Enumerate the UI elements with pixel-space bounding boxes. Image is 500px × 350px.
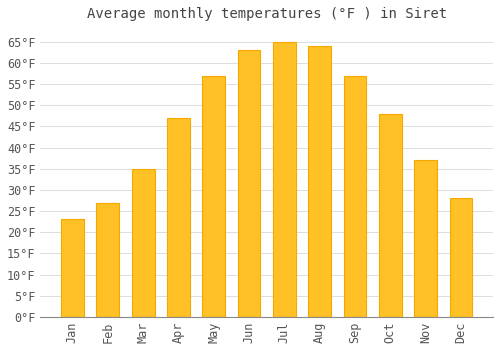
Bar bbox=[167, 118, 190, 317]
Bar bbox=[273, 42, 296, 317]
Bar bbox=[238, 50, 260, 317]
Bar bbox=[308, 46, 331, 317]
Bar bbox=[379, 114, 402, 317]
Bar bbox=[202, 76, 225, 317]
Title: Average monthly temperatures (°F ) in Siret: Average monthly temperatures (°F ) in Si… bbox=[86, 7, 446, 21]
Bar bbox=[414, 160, 437, 317]
Bar bbox=[96, 203, 119, 317]
Bar bbox=[450, 198, 472, 317]
Bar bbox=[61, 219, 84, 317]
Bar bbox=[344, 76, 366, 317]
Bar bbox=[132, 169, 154, 317]
